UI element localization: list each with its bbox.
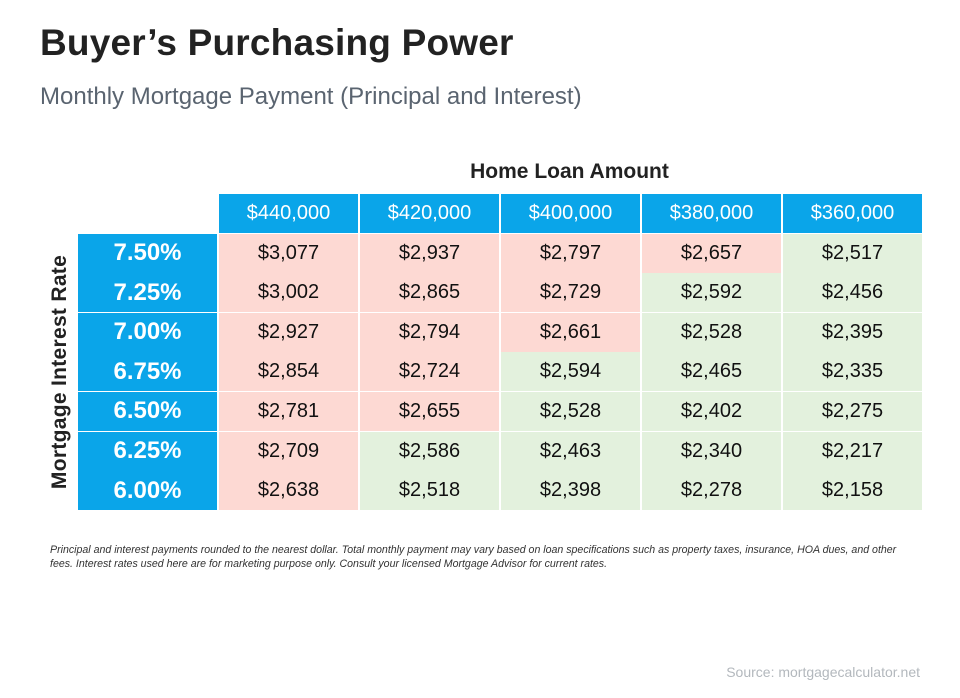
column-header: $380,000 xyxy=(642,194,781,233)
table-cell: $2,402 xyxy=(642,391,781,431)
table-cell: $2,854 xyxy=(219,352,358,392)
row-header-rate: 6.75% xyxy=(78,352,217,392)
table-cell: $3,002 xyxy=(219,273,358,313)
table-cell: $2,638 xyxy=(219,471,358,511)
table-cell: $2,456 xyxy=(783,273,922,313)
table-cell: $2,340 xyxy=(642,431,781,471)
table-cell: $2,937 xyxy=(360,233,499,273)
table-cell: $2,661 xyxy=(501,312,640,352)
table-cell: $2,518 xyxy=(360,471,499,511)
table-cell: $2,657 xyxy=(642,233,781,273)
table-cell: $2,463 xyxy=(501,431,640,471)
page-subtitle: Monthly Mortgage Payment (Principal and … xyxy=(40,83,582,110)
table-cell: $2,217 xyxy=(783,431,922,471)
table-cell: $2,927 xyxy=(219,312,358,352)
column-header: $440,000 xyxy=(219,194,358,233)
row-group-label: Mortgage Interest Rate xyxy=(48,254,71,490)
table-cell: $2,592 xyxy=(642,273,781,313)
table-cell: $2,724 xyxy=(360,352,499,392)
table-cell: $2,528 xyxy=(642,312,781,352)
footnote: Principal and interest payments rounded … xyxy=(50,544,897,570)
table-cell: $2,594 xyxy=(501,352,640,392)
column-header: $360,000 xyxy=(783,194,922,233)
column-header: $420,000 xyxy=(360,194,499,233)
table-cell: $2,395 xyxy=(783,312,922,352)
column-group-label: Home Loan Amount xyxy=(470,160,669,183)
table-cell: $2,275 xyxy=(783,391,922,431)
row-header-rate: 6.50% xyxy=(78,391,217,431)
row-header-rate: 7.50% xyxy=(78,233,217,273)
table-cell: $2,465 xyxy=(642,352,781,392)
source-credit: Source: mortgagecalculator.net xyxy=(726,664,920,680)
payment-table: $440,000 $420,000 $400,000 $380,000 $360,000… xyxy=(78,194,922,511)
table-corner xyxy=(78,194,217,233)
row-header-rate: 6.25% xyxy=(78,431,217,471)
table-cell: $2,709 xyxy=(219,431,358,471)
table-cell: $2,278 xyxy=(642,471,781,511)
table-cell: $2,797 xyxy=(501,233,640,273)
table-cell: $2,794 xyxy=(360,312,499,352)
table-cell: $2,517 xyxy=(783,233,922,273)
row-header-rate: 7.00% xyxy=(78,312,217,352)
page-title: Buyer’s Purchasing Power xyxy=(40,22,514,63)
table-cell: $2,398 xyxy=(501,471,640,511)
row-header-rate: 7.25% xyxy=(78,273,217,313)
table-cell: $3,077 xyxy=(219,233,358,273)
table-cell: $2,781 xyxy=(219,391,358,431)
column-header: $400,000 xyxy=(501,194,640,233)
table-cell: $2,655 xyxy=(360,391,499,431)
table-cell: $2,158 xyxy=(783,471,922,511)
row-header-rate: 6.00% xyxy=(78,471,217,511)
table-cell: $2,335 xyxy=(783,352,922,392)
table-cell: $2,528 xyxy=(501,391,640,431)
table-cell: $2,586 xyxy=(360,431,499,471)
table-cell: $2,865 xyxy=(360,273,499,313)
table-cell: $2,729 xyxy=(501,273,640,313)
